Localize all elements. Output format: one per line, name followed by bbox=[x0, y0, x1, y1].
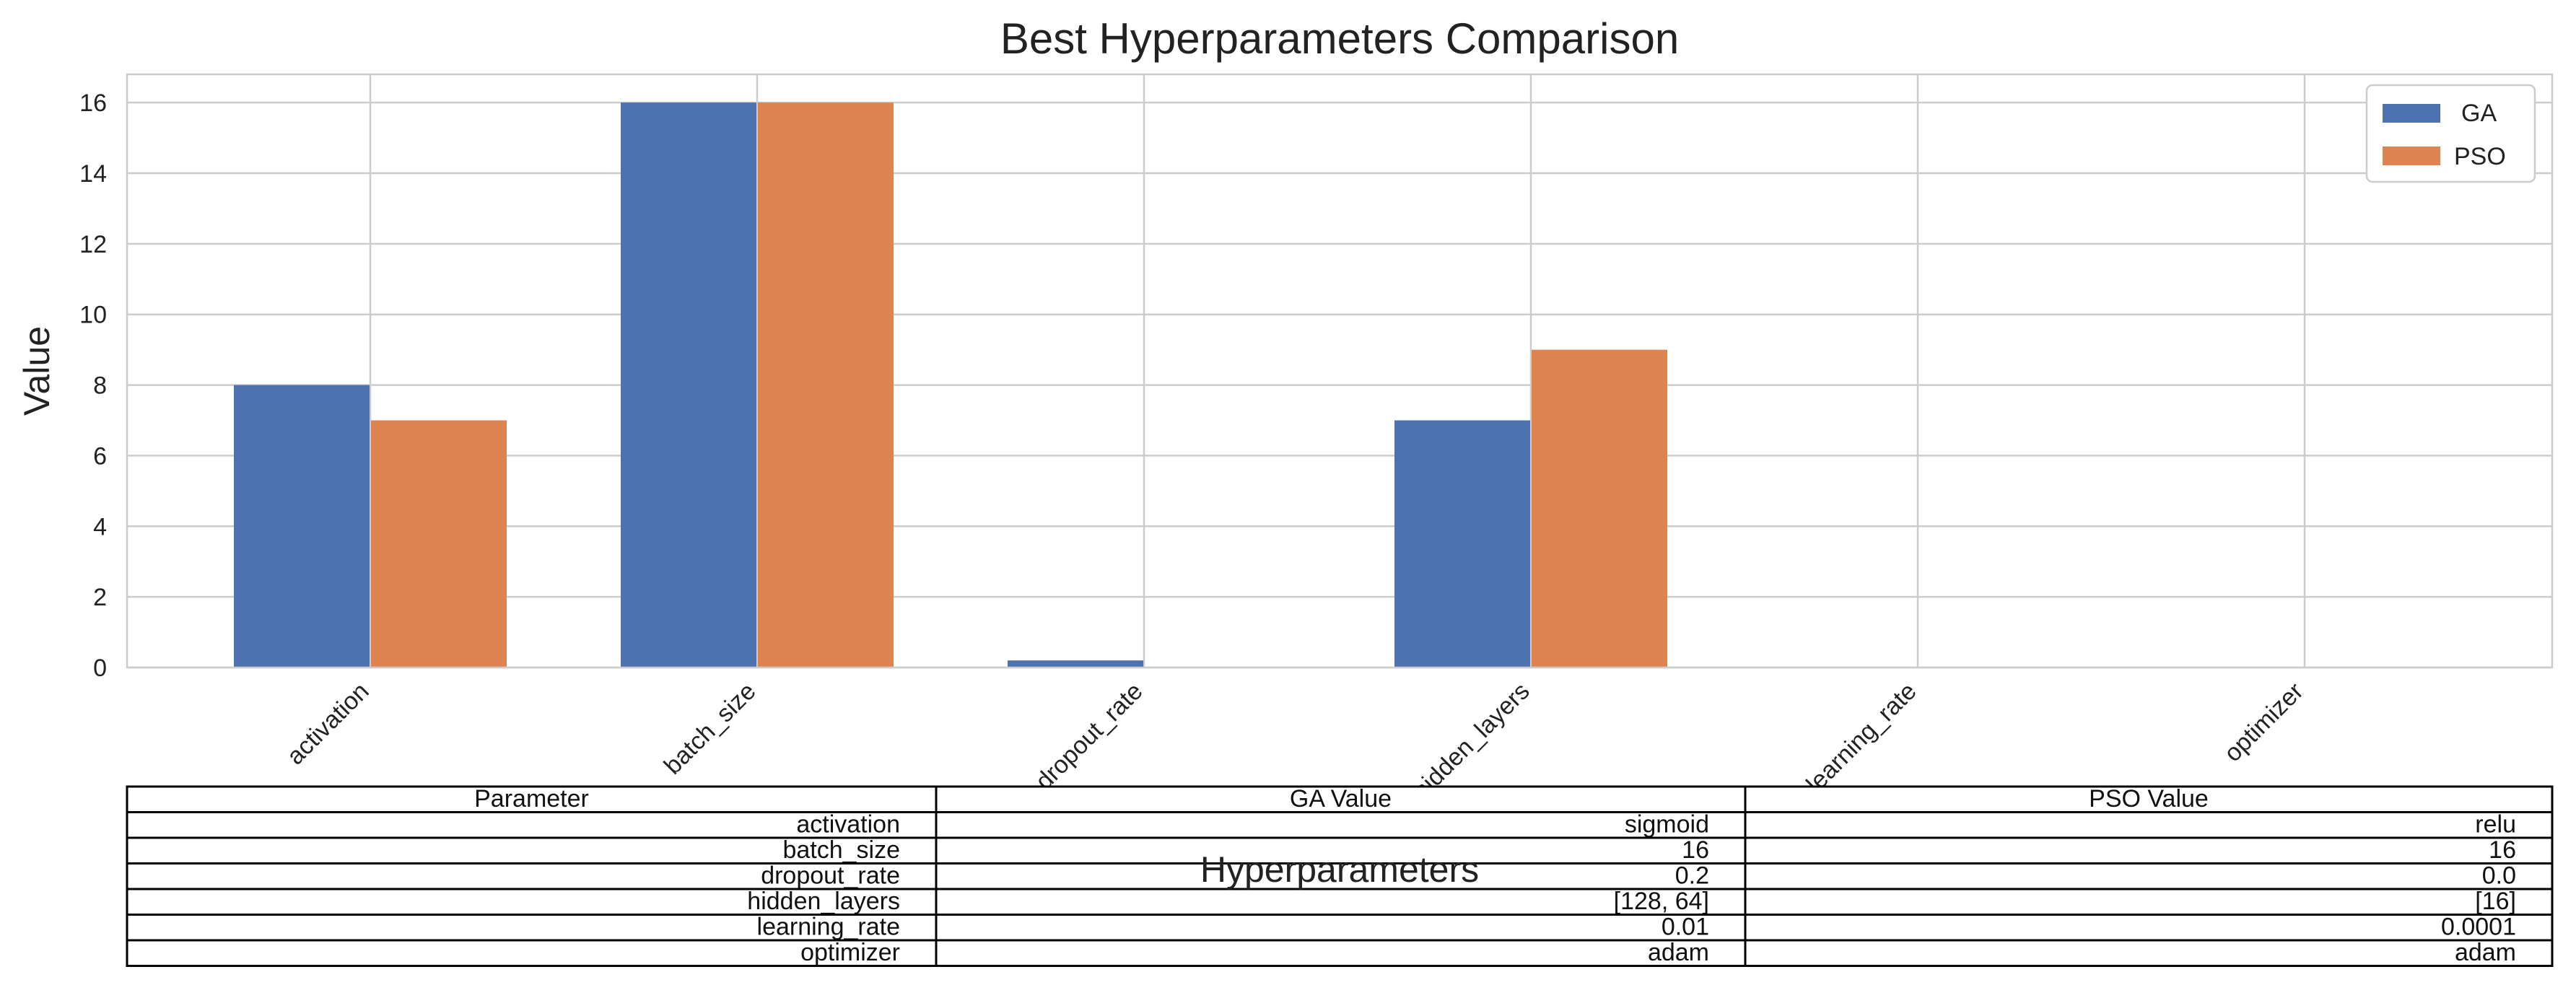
table-cell-text: adam bbox=[1648, 939, 1709, 966]
table-cell-text: learning_rate bbox=[757, 914, 900, 941]
legend-label-pso: PSO bbox=[2454, 143, 2506, 170]
y-axis-label: Value bbox=[17, 326, 57, 416]
bar-pso-batch-size bbox=[758, 102, 894, 668]
table-cell-text: dropout_rate bbox=[761, 862, 900, 890]
table-cell-text: batch_size bbox=[782, 836, 900, 864]
bar-ga-hidden-layers bbox=[1394, 420, 1530, 667]
table-cell-text: [16] bbox=[2475, 888, 2516, 915]
plot-frame bbox=[126, 73, 2554, 669]
table-cell-text: 0.0 bbox=[2482, 862, 2516, 890]
chart-title: Best Hyperparameters Comparison bbox=[1000, 14, 1679, 63]
table-header-text: PSO Value bbox=[2089, 785, 2209, 813]
legend: GA PSO bbox=[2365, 84, 2536, 183]
bar-ga-batch-size bbox=[621, 102, 756, 668]
bar-pso-hidden-layers bbox=[1532, 349, 1667, 667]
y-tick-label: 16 bbox=[79, 89, 107, 117]
bar-pso-activation bbox=[371, 420, 507, 667]
table-cell bbox=[1744, 939, 2554, 967]
table-cell-text: relu bbox=[2475, 811, 2516, 839]
table-cell-text: 16 bbox=[2489, 836, 2516, 864]
legend-label-ga: GA bbox=[2461, 100, 2497, 127]
y-tick-label: 8 bbox=[93, 372, 107, 400]
bar-ga-activation bbox=[234, 385, 370, 667]
plot-area bbox=[126, 73, 2554, 669]
table-cell-text: 16 bbox=[1682, 836, 1709, 864]
table-cell-text: activation bbox=[796, 811, 900, 839]
grid-lines bbox=[127, 74, 2552, 669]
table-header-text: GA Value bbox=[1290, 785, 1392, 813]
y-tick-label: 2 bbox=[93, 584, 107, 611]
x-tick-label: dropout_rate bbox=[1030, 678, 1148, 795]
table-cell-text: 0.2 bbox=[1675, 862, 1709, 890]
x-tick-label: learning_rate bbox=[1801, 678, 1921, 798]
table-background bbox=[127, 787, 2552, 966]
legend-box bbox=[2365, 84, 2536, 183]
table-cell-text: 0.01 bbox=[1662, 914, 1709, 941]
y-tick-label: 0 bbox=[93, 655, 107, 682]
y-axis-ticks: 0 2 4 6 8 10 12 14 16 bbox=[79, 89, 107, 682]
table-cell-text: sigmoid bbox=[1625, 811, 1709, 839]
bars bbox=[234, 102, 2054, 668]
table-cell-text: [128, 64] bbox=[1614, 888, 1709, 915]
x-axis-label: Hyperparameters bbox=[1200, 849, 1479, 890]
x-tick-label: activation bbox=[281, 678, 374, 770]
bar-ga-dropout-rate bbox=[1008, 660, 1143, 667]
hyperparameter-table: Parameter GA Value PSO Value activation sigm… bbox=[126, 785, 2554, 967]
y-tick-label: 14 bbox=[79, 160, 107, 188]
table-cell-text: 0.0001 bbox=[2441, 914, 2516, 941]
x-tick-label: batch_size bbox=[659, 678, 761, 780]
y-tick-label: 4 bbox=[93, 513, 107, 540]
table-header-text: Parameter bbox=[474, 785, 589, 813]
x-tick-label: optimizer bbox=[2219, 678, 2308, 767]
table-cell-text: optimizer bbox=[800, 939, 900, 966]
y-tick-label: 12 bbox=[79, 231, 107, 258]
table-cell-text: hidden_layers bbox=[747, 888, 900, 915]
legend-swatch-ga bbox=[2383, 104, 2440, 123]
legend-swatch-pso bbox=[2383, 146, 2440, 165]
y-tick-label: 6 bbox=[93, 442, 107, 470]
table-cell-text: adam bbox=[2455, 939, 2516, 966]
y-tick-label: 10 bbox=[79, 302, 107, 329]
